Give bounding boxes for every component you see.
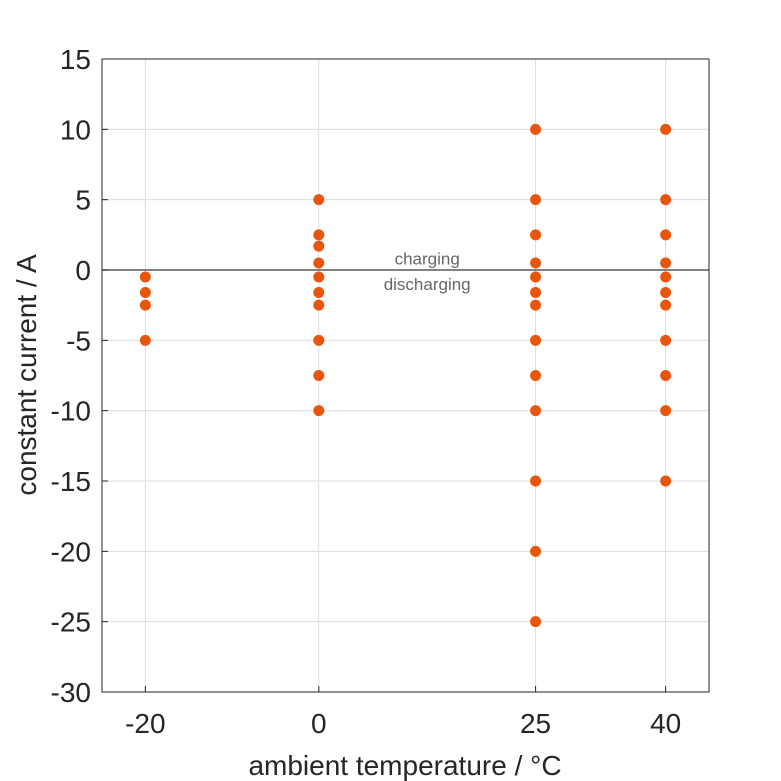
plot-background [102, 59, 709, 692]
data-point [530, 299, 542, 311]
data-point [139, 299, 151, 311]
y-tick-label: -5 [66, 325, 91, 356]
data-point [660, 405, 672, 417]
data-point [139, 334, 151, 346]
data-point [313, 334, 325, 346]
x-tick-label: -20 [125, 708, 165, 739]
data-point [313, 229, 325, 241]
x-tick-labels: -20 0 25 40 [125, 686, 681, 739]
data-point [530, 334, 542, 346]
x-axis-title: ambient temperature / °C [248, 750, 561, 781]
annotations: charging discharging [384, 250, 471, 294]
data-point [660, 299, 672, 311]
data-point [313, 257, 325, 269]
data-point [313, 370, 325, 381]
data-point [313, 240, 325, 252]
y-tick-label: -20 [51, 536, 91, 567]
data-point [313, 287, 325, 299]
data-point [660, 287, 672, 299]
data-point [530, 405, 542, 417]
y-tick-label: 10 [60, 114, 91, 145]
data-point [530, 616, 542, 628]
y-tick-label: -15 [51, 466, 91, 497]
x-tick-label: 25 [520, 708, 551, 739]
data-point [139, 287, 151, 299]
y-tick-label: 5 [75, 185, 91, 216]
data-point [660, 229, 672, 241]
y-axis-title: constant current / A [11, 254, 42, 496]
data-points [139, 123, 672, 628]
data-point [139, 271, 151, 283]
data-point [313, 271, 325, 283]
data-point [530, 194, 542, 206]
y-tick-label: 15 [60, 44, 91, 75]
data-point [530, 257, 542, 269]
data-point [530, 123, 542, 135]
plot-frame [101, 58, 710, 693]
data-point [530, 271, 542, 283]
data-point [660, 334, 672, 346]
data-point [530, 287, 542, 299]
data-point [530, 475, 542, 487]
annotation-label: discharging [384, 275, 471, 294]
data-point [660, 123, 672, 135]
y-tick-label: -30 [51, 677, 91, 708]
data-point [660, 475, 672, 487]
data-point [660, 194, 672, 206]
data-point [660, 370, 672, 381]
y-tick-labels: -30 -25 -20 -15 -10 -5 0 5 10 15 [51, 44, 108, 708]
data-point [660, 257, 672, 269]
x-tick-label: 40 [650, 708, 681, 739]
y-tick-label: -10 [51, 396, 91, 427]
data-point [313, 299, 325, 311]
data-point [660, 271, 672, 283]
data-point [313, 405, 325, 417]
data-point [313, 194, 325, 206]
data-point [530, 370, 542, 381]
annotation-label: charging [395, 250, 460, 269]
y-tick-label: 0 [75, 255, 91, 286]
x-tick-label: 0 [311, 708, 327, 739]
y-tick-label: -25 [51, 607, 91, 638]
data-point [530, 229, 542, 241]
data-point [530, 545, 542, 557]
